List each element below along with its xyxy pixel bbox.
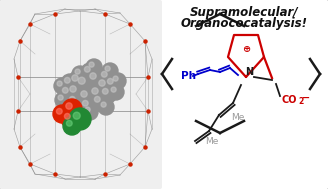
Circle shape	[55, 92, 71, 108]
Circle shape	[99, 80, 105, 86]
Circle shape	[86, 69, 106, 89]
Circle shape	[61, 74, 79, 92]
Circle shape	[69, 108, 91, 130]
Text: Ph: Ph	[181, 71, 196, 81]
Circle shape	[67, 101, 83, 117]
Circle shape	[58, 95, 63, 100]
Circle shape	[59, 84, 77, 102]
Circle shape	[56, 108, 62, 114]
Circle shape	[66, 93, 84, 111]
Circle shape	[70, 104, 75, 109]
Circle shape	[62, 88, 68, 93]
Circle shape	[66, 120, 72, 126]
Circle shape	[105, 66, 110, 71]
Circle shape	[74, 73, 96, 95]
FancyBboxPatch shape	[0, 0, 162, 189]
Circle shape	[85, 107, 90, 112]
Circle shape	[64, 77, 70, 83]
Circle shape	[78, 77, 85, 84]
Circle shape	[102, 63, 118, 79]
Circle shape	[84, 66, 90, 72]
Circle shape	[110, 73, 126, 89]
Circle shape	[79, 97, 97, 115]
Text: N: N	[245, 67, 253, 77]
Circle shape	[53, 105, 71, 123]
Circle shape	[66, 103, 72, 109]
Circle shape	[99, 85, 117, 103]
Text: ⊕: ⊕	[242, 44, 250, 54]
Circle shape	[102, 88, 108, 94]
Text: 2: 2	[298, 98, 303, 106]
Text: −: −	[302, 93, 310, 103]
Circle shape	[72, 75, 78, 81]
Circle shape	[75, 69, 80, 74]
Circle shape	[68, 71, 88, 91]
Circle shape	[94, 96, 100, 102]
Circle shape	[82, 104, 98, 120]
Circle shape	[89, 62, 94, 67]
Circle shape	[62, 99, 82, 119]
Circle shape	[92, 88, 98, 94]
Circle shape	[86, 59, 102, 75]
Circle shape	[101, 71, 107, 77]
Circle shape	[101, 102, 106, 107]
Circle shape	[113, 76, 118, 81]
Text: Supramolecular/: Supramolecular/	[190, 6, 298, 19]
Circle shape	[54, 78, 70, 94]
Circle shape	[95, 76, 115, 96]
Circle shape	[88, 84, 108, 104]
Circle shape	[104, 75, 122, 93]
Circle shape	[90, 73, 96, 79]
Circle shape	[64, 113, 70, 119]
Circle shape	[82, 100, 88, 106]
Text: Me: Me	[231, 112, 244, 122]
Circle shape	[108, 78, 113, 84]
Circle shape	[98, 99, 114, 115]
Circle shape	[77, 87, 97, 107]
Text: Me: Me	[205, 136, 218, 146]
Circle shape	[57, 81, 62, 86]
Circle shape	[70, 96, 75, 102]
Circle shape	[81, 63, 99, 81]
Circle shape	[63, 117, 81, 135]
Circle shape	[70, 86, 76, 92]
Circle shape	[66, 82, 86, 102]
Circle shape	[91, 93, 109, 111]
Circle shape	[72, 66, 88, 82]
Circle shape	[98, 68, 116, 86]
Circle shape	[81, 91, 87, 97]
Circle shape	[73, 112, 80, 119]
Circle shape	[61, 110, 79, 128]
Circle shape	[111, 87, 116, 92]
Circle shape	[108, 84, 124, 100]
Text: Organococatalysis!: Organococatalysis!	[180, 17, 308, 30]
Text: CO: CO	[282, 95, 297, 105]
